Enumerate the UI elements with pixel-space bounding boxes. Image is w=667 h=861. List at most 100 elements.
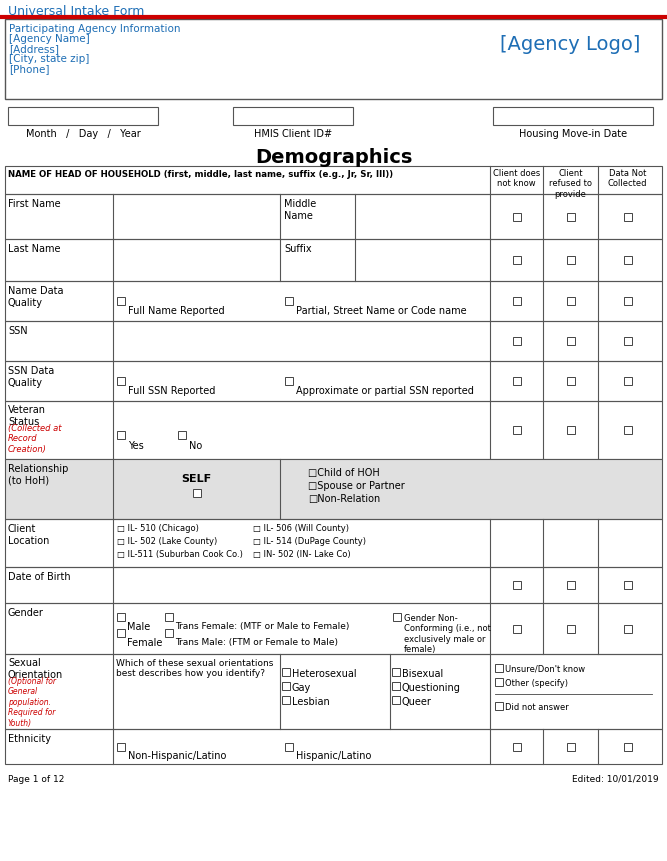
Text: Queer: Queer	[402, 697, 432, 706]
Text: Which of these sexual orientations
best describes how you identify?: Which of these sexual orientations best …	[116, 659, 273, 678]
Text: Last Name: Last Name	[8, 244, 61, 254]
Bar	[178, 431, 186, 439]
Bar	[117, 613, 125, 622]
Text: Gender: Gender	[8, 607, 44, 617]
Text: [Agency Name]: [Agency Name]	[9, 34, 90, 44]
Bar	[566, 257, 574, 264]
Bar	[117, 629, 125, 637]
Bar	[495, 703, 503, 710]
Text: Client does
not know: Client does not know	[493, 169, 540, 189]
Bar	[512, 378, 520, 386]
Bar	[5, 239, 662, 282]
Bar	[165, 629, 173, 637]
Bar	[282, 668, 290, 676]
Bar	[5, 20, 662, 100]
Bar	[566, 581, 574, 589]
Bar	[282, 682, 290, 691]
Text: Middle
Name: Middle Name	[284, 199, 316, 220]
Bar	[566, 426, 574, 435]
Bar	[5, 322, 662, 362]
Bar	[5, 195, 662, 239]
Text: Name Data
Quality: Name Data Quality	[8, 286, 63, 307]
Bar	[5, 167, 662, 195]
Text: Other (specify): Other (specify)	[505, 678, 568, 687]
Text: Client
refused to
provide: Client refused to provide	[549, 169, 592, 199]
Text: Partial, Street Name or Code name: Partial, Street Name or Code name	[296, 306, 467, 316]
Bar	[566, 378, 574, 386]
Text: □ IL- 514 (DuPage County): □ IL- 514 (DuPage County)	[253, 536, 366, 545]
Bar	[512, 257, 520, 264]
Bar	[566, 743, 574, 751]
Text: Client
Location: Client Location	[8, 523, 49, 545]
Bar	[512, 581, 520, 589]
Text: Full Name Reported: Full Name Reported	[128, 306, 225, 316]
Bar	[5, 654, 662, 729]
Text: (Collected at
Record
Creation): (Collected at Record Creation)	[8, 424, 61, 453]
Text: Trans Female: (MTF or Male to Female): Trans Female: (MTF or Male to Female)	[175, 622, 350, 630]
Text: Universal Intake Form: Universal Intake Form	[8, 5, 144, 18]
Text: Data Not
Collected: Data Not Collected	[608, 169, 647, 189]
Text: □Child of HOH: □Child of HOH	[308, 468, 380, 478]
Text: Relationship
(to HoH): Relationship (to HoH)	[8, 463, 69, 485]
Bar	[282, 697, 290, 704]
Bar	[566, 214, 574, 221]
Text: Lesbian: Lesbian	[292, 697, 329, 706]
Text: Sexual
Orientation: Sexual Orientation	[8, 657, 63, 678]
Bar	[624, 214, 632, 221]
Text: [Agency Logo]: [Agency Logo]	[500, 34, 640, 53]
Bar	[117, 298, 125, 306]
Bar	[624, 378, 632, 386]
Bar	[393, 613, 401, 622]
Text: Page 1 of 12: Page 1 of 12	[8, 774, 65, 784]
Text: Date of Birth: Date of Birth	[8, 572, 71, 581]
Bar	[117, 431, 125, 439]
Bar	[495, 664, 503, 672]
Bar	[392, 668, 400, 676]
Text: [Phone]: [Phone]	[9, 64, 49, 74]
Bar	[193, 489, 201, 498]
Bar	[512, 625, 520, 633]
Text: Suffix: Suffix	[284, 244, 311, 254]
Text: □ IL- 502 (Lake County): □ IL- 502 (Lake County)	[117, 536, 217, 545]
Bar	[566, 298, 574, 306]
Text: Questioning: Questioning	[402, 682, 461, 692]
Text: Veteran
Status: Veteran Status	[8, 405, 46, 426]
Text: [Address]: [Address]	[9, 44, 59, 54]
Text: First Name: First Name	[8, 199, 61, 208]
Bar	[624, 743, 632, 751]
Bar	[5, 604, 662, 654]
Bar	[624, 426, 632, 435]
Text: Heterosexual: Heterosexual	[292, 668, 357, 678]
Text: SSN Data
Quality: SSN Data Quality	[8, 366, 54, 387]
Bar	[233, 108, 353, 126]
Text: Gender Non-
Conforming (i.e., not
exclusively male or
female): Gender Non- Conforming (i.e., not exclus…	[404, 613, 491, 653]
Bar	[566, 338, 574, 345]
Bar	[5, 460, 662, 519]
Text: Male: Male	[127, 622, 150, 631]
Text: Month   /   Day   /   Year: Month / Day / Year	[25, 129, 140, 139]
Bar	[5, 401, 662, 460]
Bar	[512, 298, 520, 306]
Text: Demographics: Demographics	[255, 148, 412, 167]
Text: □Non-Relation: □Non-Relation	[308, 493, 380, 504]
Text: SELF: SELF	[181, 474, 211, 483]
Text: Participating Agency Information: Participating Agency Information	[9, 24, 181, 34]
Bar	[165, 613, 173, 622]
Bar	[624, 625, 632, 633]
Text: Yes: Yes	[128, 441, 144, 450]
Bar	[493, 108, 653, 126]
Text: Female: Female	[127, 637, 162, 647]
Bar	[117, 743, 125, 751]
Text: (Optional for
General
population.
Required for
Youth): (Optional for General population. Requir…	[8, 676, 56, 727]
Bar	[5, 362, 662, 401]
Bar	[5, 567, 662, 604]
Bar	[117, 378, 125, 386]
Text: No: No	[189, 441, 202, 450]
Text: SSN: SSN	[8, 325, 27, 336]
Bar	[624, 298, 632, 306]
Bar	[512, 743, 520, 751]
Text: HMIS Client ID#: HMIS Client ID#	[254, 129, 332, 139]
Bar	[285, 298, 293, 306]
Text: □ IL-511 (Suburban Cook Co.): □ IL-511 (Suburban Cook Co.)	[117, 549, 243, 558]
Bar	[512, 214, 520, 221]
